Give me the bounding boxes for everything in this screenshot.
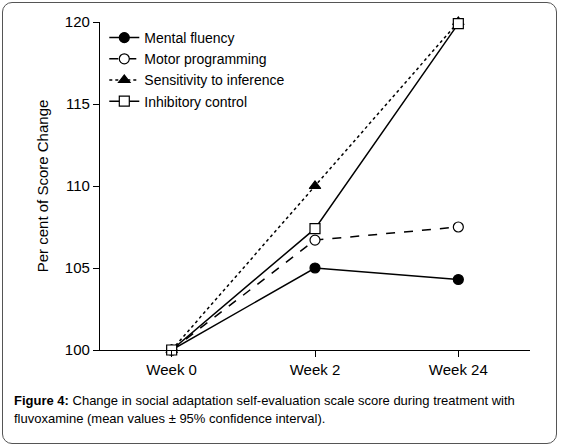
- svg-text:115: 115: [66, 95, 90, 112]
- svg-text:Motor programming: Motor programming: [144, 51, 266, 67]
- svg-text:120: 120: [65, 13, 90, 30]
- svg-text:Sensitivity to inference: Sensitivity to inference: [144, 72, 284, 88]
- svg-text:Week 24: Week 24: [429, 361, 488, 378]
- svg-text:Mental fluency: Mental fluency: [144, 30, 234, 46]
- svg-text:Week 2: Week 2: [290, 361, 341, 378]
- svg-text:105: 105: [65, 259, 90, 276]
- html-text:Figure 4: Change in social ada: Figure 4: Change in social adaptation se…: [14, 393, 515, 426]
- svg-text:100: 100: [65, 341, 90, 358]
- svg-text:Week 0: Week 0: [146, 361, 197, 378]
- svg-text:Inhibitory control: Inhibitory control: [144, 94, 247, 110]
- svg-text:Per cent of Score Change: Per cent of Score Change: [34, 100, 51, 273]
- svg-text:110: 110: [66, 177, 90, 194]
